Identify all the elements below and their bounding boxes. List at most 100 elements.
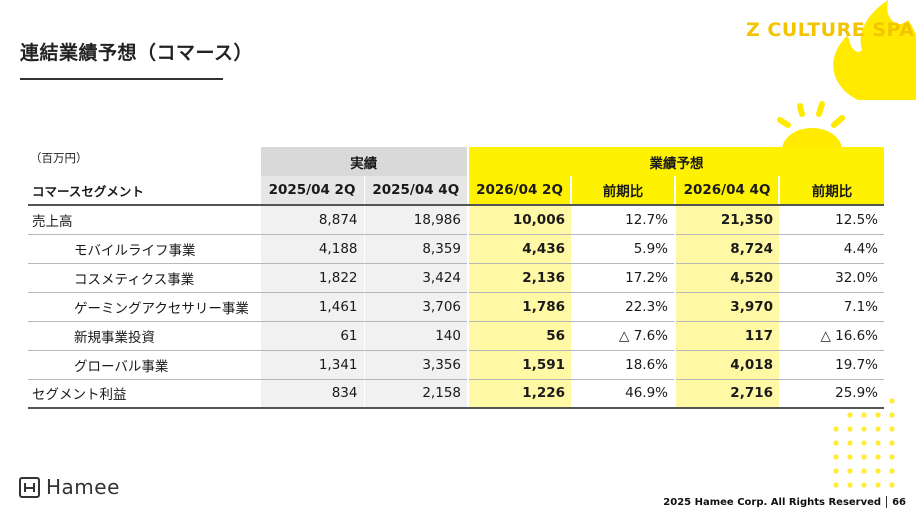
decorative-dot	[875, 440, 881, 446]
decorative-dot	[875, 482, 881, 488]
decorative-dot	[833, 454, 839, 460]
decorative-dot	[833, 426, 839, 432]
column-header: 2025/04 4Q	[363, 176, 468, 206]
table-cell: △ 16.6%	[779, 321, 884, 351]
table-cell: 61	[259, 321, 364, 351]
copyright-text: 2025 Hamee Corp. All Rights Reserved	[663, 496, 882, 508]
row-label: 売上高	[28, 205, 260, 235]
table-cell: 117	[674, 321, 779, 351]
table-cell: 1,341	[259, 350, 364, 380]
decorative-dot	[847, 412, 853, 418]
title-underline	[20, 78, 223, 80]
table-cell: 32.0%	[779, 263, 884, 293]
decorative-dot	[861, 426, 867, 432]
table-cell: 12.7%	[571, 205, 675, 235]
table-cell: △ 7.6%	[571, 321, 675, 351]
row-label: セグメント利益	[28, 379, 260, 409]
decorative-dot	[847, 426, 853, 432]
column-header: 2026/04 2Q	[467, 176, 571, 206]
decorative-dot	[847, 454, 853, 460]
decorative-dot	[875, 454, 881, 460]
decorative-dot	[875, 426, 881, 432]
table-cell: 2,158	[363, 379, 468, 409]
table-row: 新規事業投資 61 140 56 △ 7.6% 117 △ 16.6%	[28, 321, 884, 351]
decorative-dot	[889, 398, 895, 404]
unit-label: （百万円）	[30, 151, 88, 165]
decorative-dot	[861, 440, 867, 446]
hamee-logo-text: Hamee	[46, 475, 120, 499]
table-cell: 8,359	[363, 234, 468, 264]
forecast-table: 実績 業績予想 コマースセグメント 2025/04 2Q 2025/04 4Q …	[28, 147, 884, 409]
header-actual: 実績	[259, 147, 468, 176]
page-number: 66	[892, 496, 906, 508]
hamee-logo: Hamee	[19, 475, 120, 499]
table-cell: 17.2%	[571, 263, 675, 293]
table-row: 売上高 8,874 18,986 10,006 12.7% 21,350 12.5%	[28, 205, 884, 235]
table-cell: 834	[259, 379, 364, 409]
table-cell: 1,786	[467, 292, 571, 322]
table-row: セグメント利益 834 2,158 1,226 46.9% 2,716 25.9%	[28, 379, 884, 409]
footer-divider	[886, 496, 888, 508]
table-cell: 4,188	[259, 234, 364, 264]
header-group-row: 実績 業績予想	[28, 147, 884, 176]
row-label: 新規事業投資	[28, 321, 260, 351]
table-cell: 56	[467, 321, 571, 351]
column-header: 2026/04 4Q	[674, 176, 779, 206]
page-title: 連結業績予想（コマース）	[20, 42, 254, 64]
table-cell: 4.4%	[779, 234, 884, 264]
header-segment-label: コマースセグメント	[28, 176, 260, 206]
table-cell: 21,350	[674, 205, 779, 235]
table-cell: 22.3%	[571, 292, 675, 322]
table-cell: 140	[363, 321, 468, 351]
brand-logo-text: Z CULTURE SPA	[746, 19, 915, 41]
column-header: 前期比	[778, 176, 884, 206]
decorative-dot	[861, 482, 867, 488]
table-cell: 1,822	[259, 263, 364, 293]
table-cell: 5.9%	[571, 234, 675, 264]
decorative-dot	[847, 440, 853, 446]
decorative-dot	[861, 454, 867, 460]
row-label: ゲーミングアクセサリー事業	[28, 292, 260, 322]
table-cell: 1,226	[467, 379, 571, 409]
table-cell: 7.1%	[779, 292, 884, 322]
table-cell: 18,986	[363, 205, 468, 235]
table-cell: 1,591	[467, 350, 571, 380]
table-cell: 8,874	[259, 205, 364, 235]
sun-rays-icon	[777, 101, 845, 150]
decorative-dot	[889, 454, 895, 460]
decorative-dot	[833, 468, 839, 474]
table-cell: 3,356	[363, 350, 468, 380]
decorative-dot	[889, 440, 895, 446]
table-row: モバイルライフ事業 4,188 8,359 4,436 5.9% 8,724 4.4%	[28, 234, 884, 264]
row-label: グローバル事業	[28, 350, 260, 380]
decorative-dot	[889, 468, 895, 474]
table-cell: 3,706	[363, 292, 468, 322]
table-cell: 18.6%	[571, 350, 675, 380]
column-header: 前期比	[570, 176, 675, 206]
decorative-dot	[847, 468, 853, 474]
table-cell: 12.5%	[779, 205, 884, 235]
header-columns-row: コマースセグメント 2025/04 2Q 2025/04 4Q 2026/04 …	[28, 176, 884, 206]
decorative-dot	[833, 482, 839, 488]
table-cell: 3,970	[674, 292, 779, 322]
hamee-logo-mark	[19, 476, 40, 498]
column-header: 2025/04 2Q	[259, 176, 364, 206]
table-cell: 46.9%	[571, 379, 675, 409]
footer: 2025 Hamee Corp. All Rights Reserved 66	[663, 496, 906, 508]
decorative-dot	[833, 440, 839, 446]
table-cell: 10,006	[467, 205, 571, 235]
table-cell: 1,461	[259, 292, 364, 322]
decorative-dot	[889, 426, 895, 432]
table-cell: 4,436	[467, 234, 571, 264]
row-label: モバイルライフ事業	[28, 234, 260, 264]
decorative-dot	[861, 412, 867, 418]
table-cell: 25.9%	[779, 379, 884, 409]
header-blank	[28, 147, 260, 176]
decorative-dot	[889, 412, 895, 418]
table-cell: 2,136	[467, 263, 571, 293]
table-cell: 4,520	[674, 263, 779, 293]
decorative-dot	[875, 412, 881, 418]
table-cell: 8,724	[674, 234, 779, 264]
table-cell: 3,424	[363, 263, 468, 293]
decorative-dot	[847, 482, 853, 488]
